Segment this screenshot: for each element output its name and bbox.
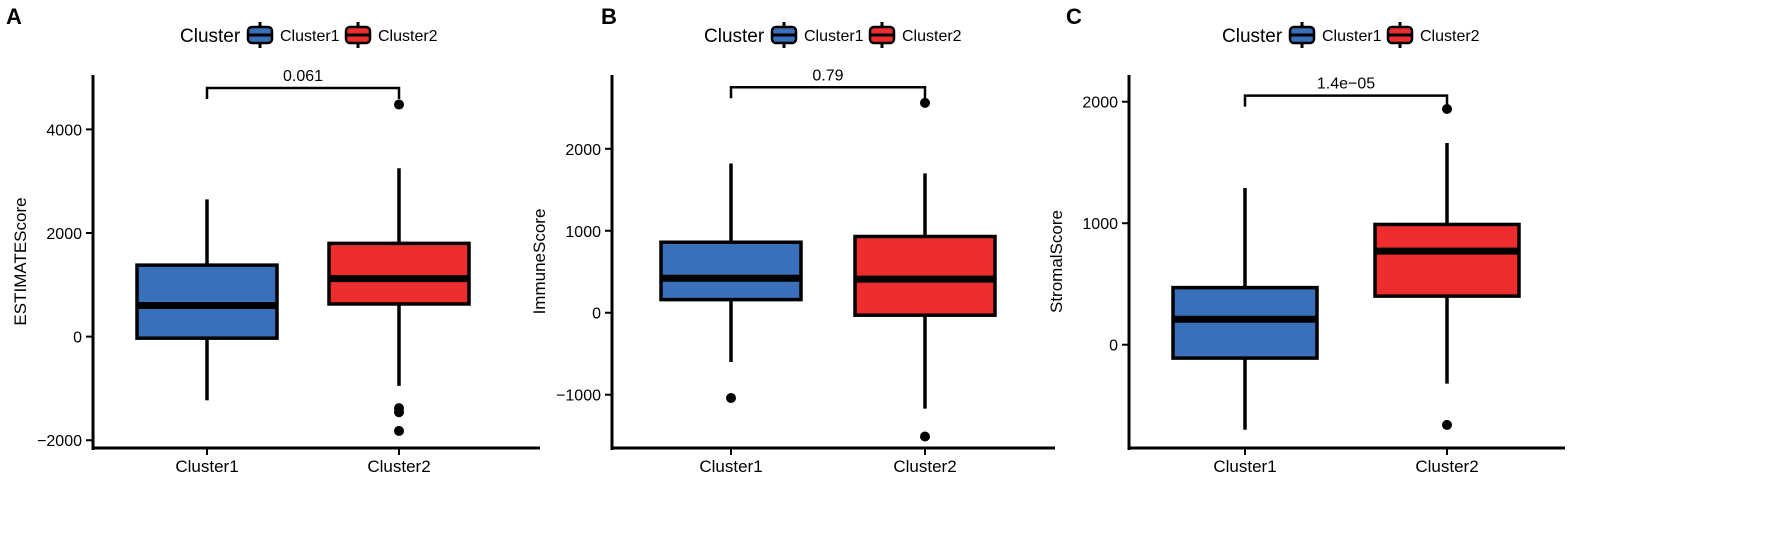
box-cluster2: [853, 97, 997, 442]
p-value-label: 0.061: [283, 68, 323, 85]
significance-bracket: 1.4e−05: [1243, 76, 1449, 107]
legend-title: Cluster: [1222, 26, 1283, 47]
box-body: [659, 240, 803, 302]
bracket-line: [1243, 94, 1449, 107]
legend-entry-label: Cluster1: [804, 28, 864, 45]
outlier-point: [1442, 419, 1452, 430]
y-tick-label: 2000: [1082, 95, 1118, 112]
panel-c: C Cluster Cluster1 Cluster2 0 1000 2000 Stromal…: [1047, 4, 1565, 476]
box-body: [1373, 222, 1521, 298]
legend: Cluster Cluster1 Cluster2: [704, 22, 962, 48]
panel-label: C: [1066, 4, 1082, 29]
legend-entry-cluster2: Cluster2: [344, 22, 438, 48]
y-axis-label: ESTIMATEScore: [11, 197, 30, 325]
box-cluster1: [135, 199, 279, 401]
legend: Cluster Cluster1 Cluster2: [180, 22, 438, 48]
legend-entry-label: Cluster2: [378, 28, 438, 45]
box-body: [135, 263, 279, 340]
legend-title: Cluster: [180, 26, 241, 47]
box-cluster2: [1373, 104, 1521, 430]
y-axis-label: ImmuneScore: [530, 209, 549, 315]
bracket-line: [729, 86, 927, 99]
bracket-line: [205, 86, 401, 99]
significance-bracket: 0.79: [729, 67, 927, 99]
panel-b: B Cluster Cluster1 Cluster2 −1000 0 1000 2000 Im…: [530, 4, 1055, 476]
y-tick-label: 1000: [1082, 216, 1118, 233]
y-tick-label: −1000: [556, 388, 601, 405]
p-value-label: 1.4e−05: [1317, 76, 1375, 93]
outlier-point: [394, 407, 404, 418]
x-tick-label: Cluster1: [1213, 457, 1276, 476]
box-cluster2: [327, 99, 471, 436]
outlier-point: [920, 431, 930, 442]
y-tick-label: 4000: [46, 122, 82, 139]
y-tick-label: 0: [73, 330, 82, 347]
legend-entry-cluster2: Cluster2: [1386, 22, 1480, 48]
y-axis-label: StromalScore: [1047, 210, 1066, 313]
panel-a: A Cluster Cluster1 Cluster2 −2000 0 2000 4000 ES…: [6, 4, 540, 476]
outlier-point: [394, 425, 404, 436]
outlier-point: [394, 99, 404, 110]
outlier-point: [726, 392, 736, 403]
outlier-point: [1442, 104, 1452, 115]
x-tick-label: Cluster2: [367, 457, 430, 476]
y-tick-label: 2000: [46, 226, 82, 243]
x-tick-label: Cluster2: [1415, 457, 1478, 476]
y-tick-label: 1000: [565, 224, 601, 241]
legend-entry-cluster1: Cluster1: [770, 22, 864, 48]
box-body: [1171, 285, 1319, 360]
y-tick-label: 2000: [565, 142, 601, 159]
box-body: [327, 241, 471, 306]
y-tick-label: −2000: [37, 433, 82, 450]
significance-bracket: 0.061: [205, 68, 401, 99]
legend-entry-cluster1: Cluster1: [1288, 22, 1382, 48]
y-tick-label: 0: [592, 306, 601, 323]
legend-entry-cluster1: Cluster1: [246, 22, 340, 48]
panel-label: A: [6, 4, 22, 29]
box-cluster1: [1171, 187, 1319, 430]
legend-entry-label: Cluster1: [280, 28, 340, 45]
legend-entry-label: Cluster2: [1420, 28, 1480, 45]
outlier-point: [920, 97, 930, 108]
legend-title: Cluster: [704, 26, 765, 47]
p-value-label: 0.79: [812, 67, 843, 84]
legend-entry-label: Cluster2: [902, 28, 962, 45]
y-tick-label: 0: [1109, 338, 1118, 355]
legend-entry-label: Cluster1: [1322, 28, 1382, 45]
x-tick-label: Cluster1: [699, 457, 762, 476]
legend: Cluster Cluster1 Cluster2: [1222, 22, 1480, 48]
panel-label: B: [601, 4, 617, 29]
box-cluster1: [659, 163, 803, 403]
x-tick-label: Cluster1: [175, 457, 238, 476]
x-tick-label: Cluster2: [893, 457, 956, 476]
legend-entry-cluster2: Cluster2: [868, 22, 962, 48]
